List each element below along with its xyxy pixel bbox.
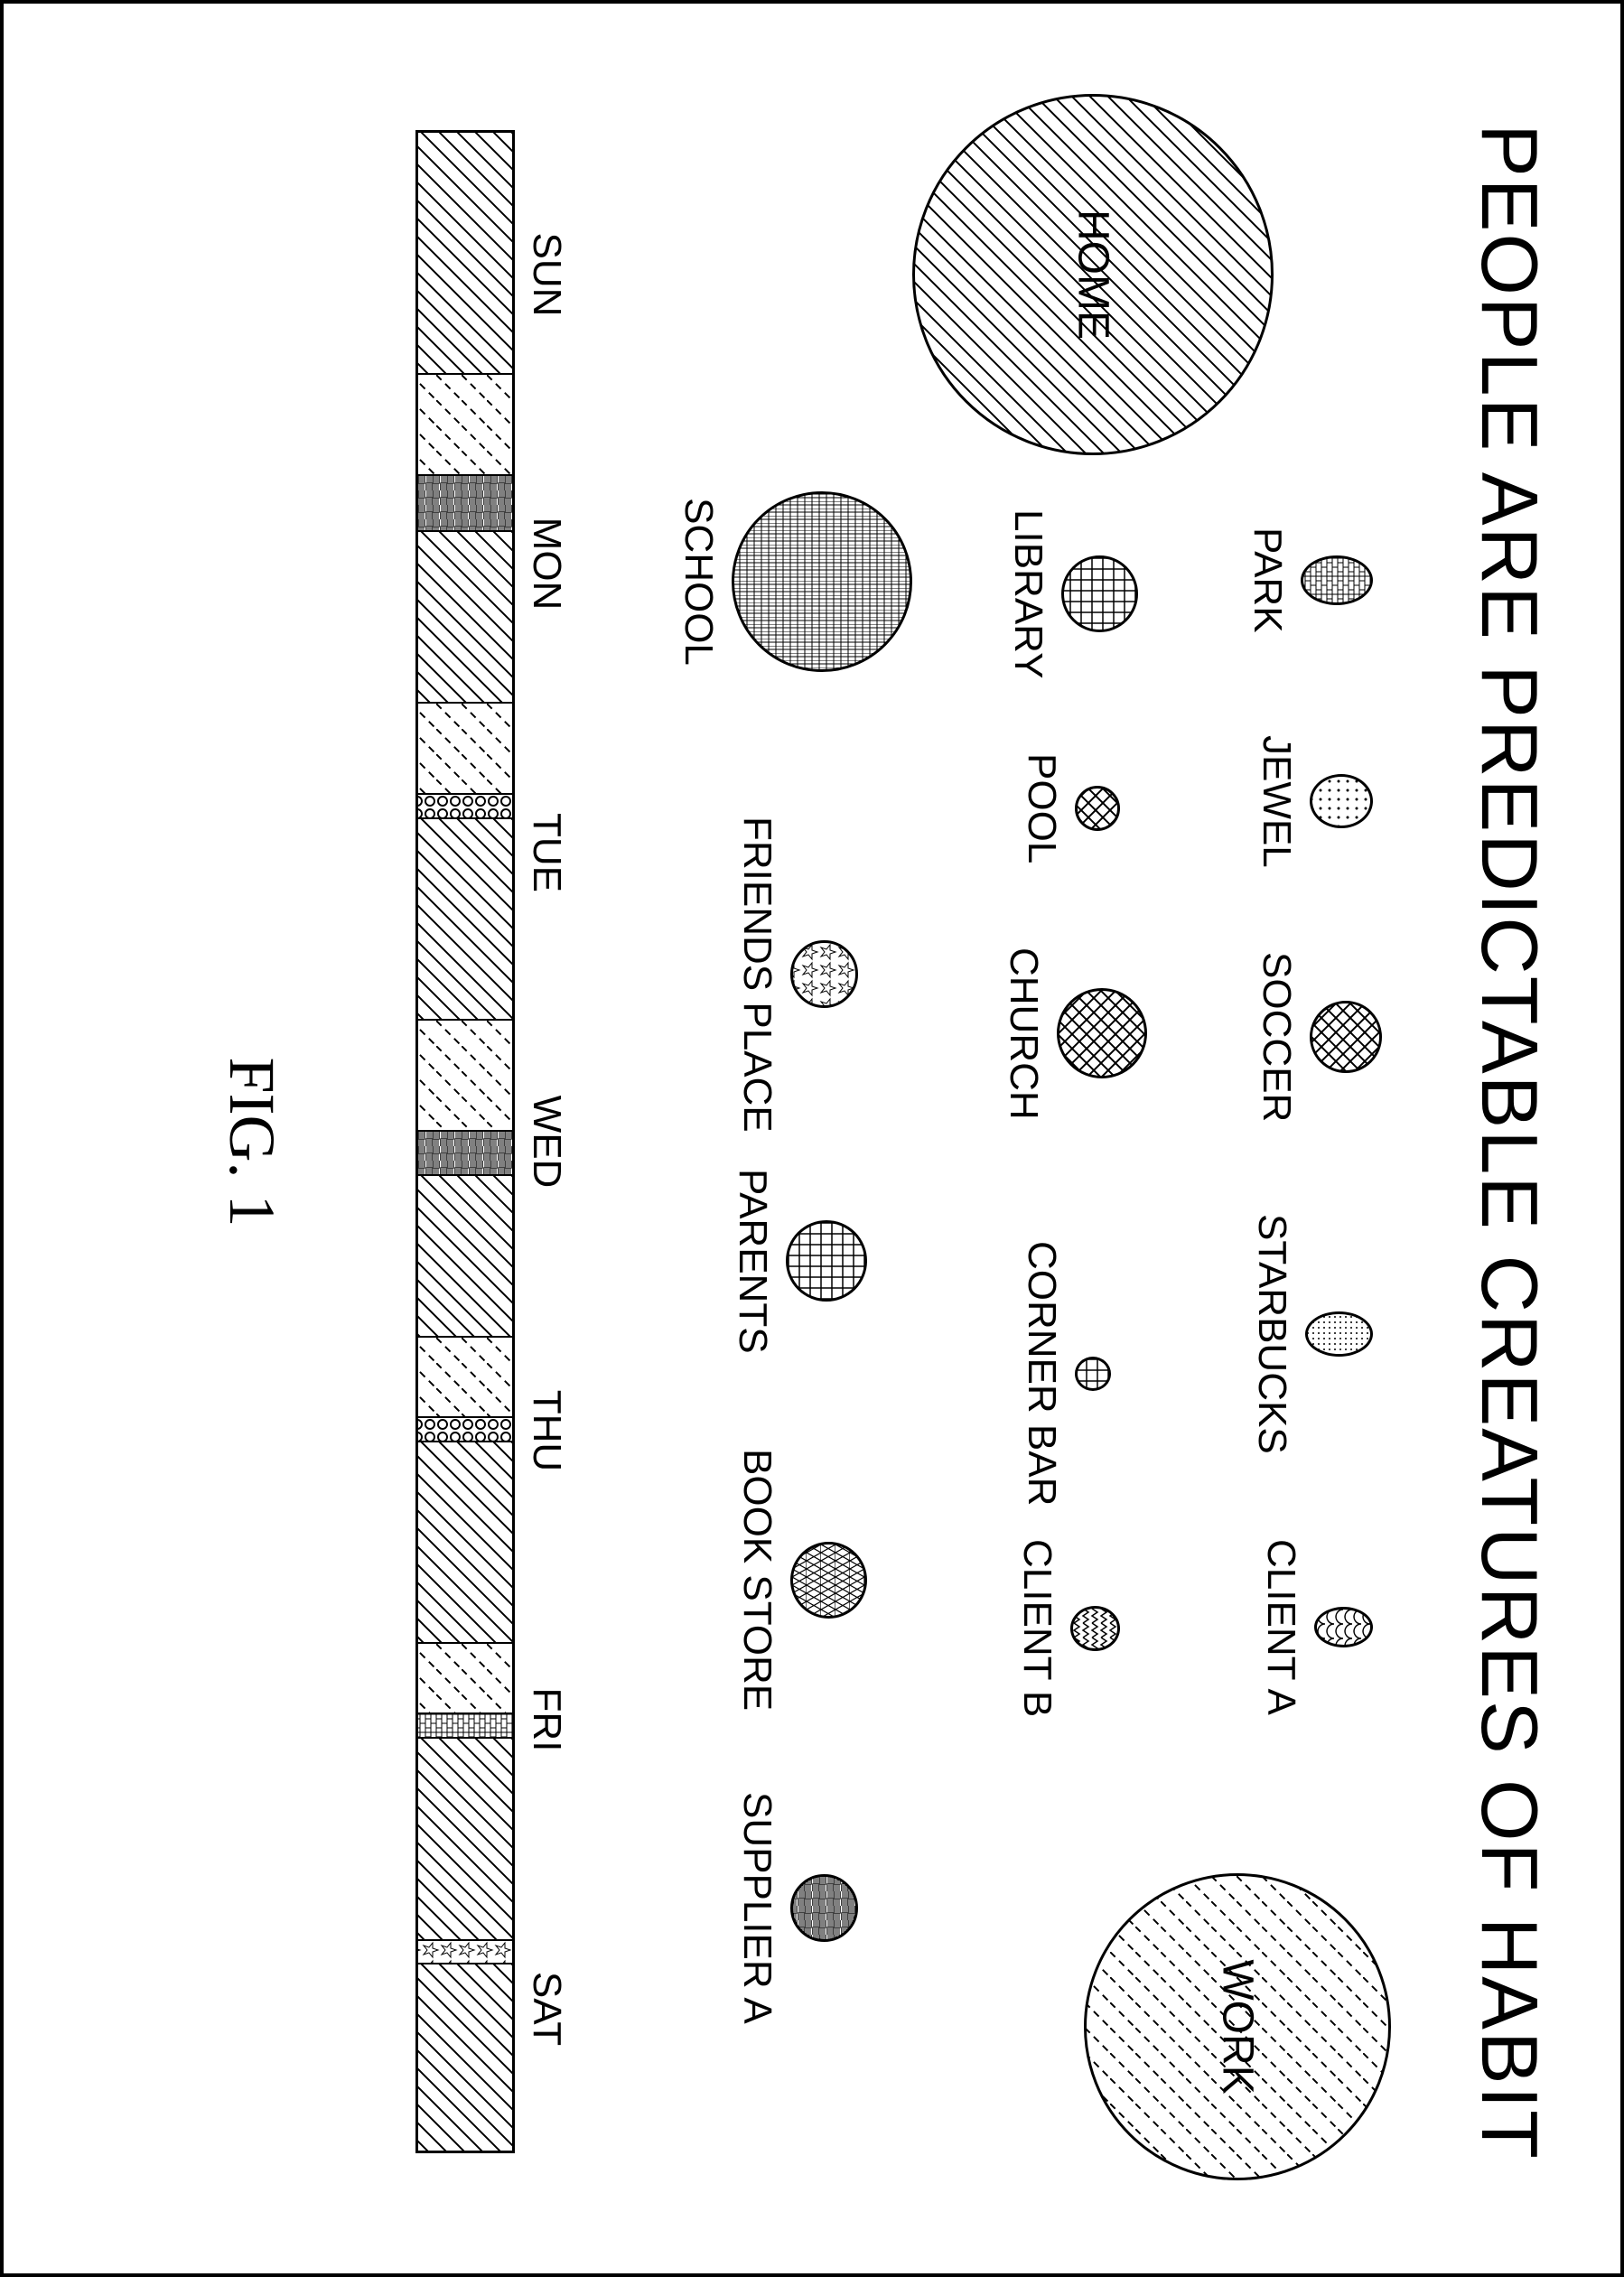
bubble-label-park: PARK xyxy=(1245,527,1290,633)
bubble-label-cornerbar: CORNER BAR xyxy=(1019,1241,1064,1506)
bubble-shape-jewel xyxy=(1310,774,1373,828)
timeline-segment xyxy=(418,1132,512,1176)
bubble-label-starbucks: STARBUCKS xyxy=(1249,1214,1294,1454)
timeline-segment xyxy=(418,1418,512,1442)
bubble-shape-parents xyxy=(786,1220,867,1302)
day-label-sat: SAT xyxy=(524,1864,569,2153)
bubble-shape-park xyxy=(1301,555,1373,605)
timeline-segment xyxy=(418,819,512,1021)
timeline-bar xyxy=(415,130,515,2153)
bubble-label-friends: FRIENDS PLACE xyxy=(734,817,779,1133)
timeline-segment xyxy=(418,1021,512,1132)
bubble-clientb: CLIENT B xyxy=(1014,1539,1120,1717)
timeline-segment xyxy=(418,133,512,375)
timeline-segment xyxy=(418,704,512,795)
bubble-starbucks: STARBUCKS xyxy=(1249,1214,1373,1454)
timeline-segment xyxy=(418,1338,512,1418)
bubble-label-school: SCHOOL xyxy=(676,498,721,666)
day-label-fri: FRI xyxy=(524,1575,569,1864)
timeline: SUNMONTUEWEDTHUFRISAT xyxy=(415,130,569,2153)
bubble-label-library: LIBRARY xyxy=(1005,509,1050,679)
day-labels-row: SUNMONTUEWEDTHUFRISAT xyxy=(524,130,569,2153)
bubble-school: SCHOOL xyxy=(676,491,912,672)
bubble-label-suppliera: SUPPLIER A xyxy=(734,1792,779,2024)
bubble-shape-bookstore xyxy=(790,1542,867,1619)
bubble-church: CHURCH xyxy=(1001,947,1147,1120)
bubble-label-home: HOME xyxy=(1069,210,1118,340)
bubble-shape-library xyxy=(1061,555,1138,632)
bubble-label-work: WORK xyxy=(1213,1959,1263,2094)
timeline-segment xyxy=(418,1644,512,1714)
timeline-segment xyxy=(418,1714,512,1739)
day-label-wed: WED xyxy=(524,997,569,1286)
bubble-friends: FRIENDS PLACE xyxy=(734,817,858,1133)
bubble-parents: PARENTS xyxy=(730,1169,867,1354)
day-label-tue: TUE xyxy=(524,708,569,997)
bubble-shape-pool xyxy=(1075,786,1120,831)
timeline-segment xyxy=(418,375,512,476)
bubble-home: HOME xyxy=(912,94,1274,455)
bubble-pool: POOL xyxy=(1019,753,1120,863)
bubble-label-jewel: JEWEL xyxy=(1254,735,1299,868)
figure-label: FIG. 1 xyxy=(214,58,289,2226)
timeline-segment xyxy=(418,1941,512,1965)
bubble-clienta: CLIENT A xyxy=(1258,1539,1373,1715)
bubble-jewel: JEWEL xyxy=(1254,735,1373,868)
bubble-shape-school xyxy=(732,491,912,672)
bubble-label-parents: PARENTS xyxy=(730,1169,775,1354)
day-label-sun: SUN xyxy=(524,130,569,419)
timeline-segment xyxy=(418,476,512,533)
bubble-shape-home: HOME xyxy=(912,94,1274,455)
bubble-shape-clienta xyxy=(1314,1607,1373,1647)
timeline-segment xyxy=(418,1442,512,1644)
timeline-segment xyxy=(418,1176,512,1338)
page-title: PEOPLE ARE PREDICTABLE CREATURES OF HABI… xyxy=(1463,58,1555,2226)
bubble-shape-clientb xyxy=(1070,1606,1120,1651)
timeline-segment xyxy=(418,1964,512,2151)
bubble-label-bookstore: BOOK STORE xyxy=(734,1449,779,1711)
bubble-shape-church xyxy=(1057,988,1147,1078)
bubble-shape-soccer xyxy=(1310,1001,1382,1073)
timeline-segment xyxy=(418,532,512,704)
bubble-label-pool: POOL xyxy=(1019,753,1064,863)
day-label-thu: THU xyxy=(524,1286,569,1575)
bubble-shape-work: WORK xyxy=(1084,1873,1391,2180)
bubble-label-soccer: SOCCER xyxy=(1254,952,1299,1122)
bubble-bookstore: BOOK STORE xyxy=(734,1449,867,1711)
bubble-park: PARK xyxy=(1245,527,1373,633)
day-label-mon: MON xyxy=(524,419,569,708)
timeline-segment xyxy=(418,1739,512,1940)
bubble-label-church: CHURCH xyxy=(1001,947,1046,1120)
bubble-shape-friends xyxy=(790,940,858,1008)
bubbles-area: HOME WORK PARK JEWEL SOCCER STARBUCKS CLIENT A… xyxy=(605,58,1418,2226)
bubble-work: WORK xyxy=(1084,1873,1391,2180)
bubble-label-clientb: CLIENT B xyxy=(1014,1539,1059,1717)
bubble-shape-starbucks xyxy=(1305,1311,1373,1357)
bubble-suppliera: SUPPLIER A xyxy=(734,1792,858,2024)
bubble-soccer: SOCCER xyxy=(1254,952,1382,1122)
bubble-cornerbar: CORNER BAR xyxy=(1019,1241,1111,1506)
bubble-shape-suppliera xyxy=(790,1874,858,1942)
timeline-segment xyxy=(418,795,512,819)
bubble-library: LIBRARY xyxy=(1005,509,1138,679)
bubble-label-clienta: CLIENT A xyxy=(1258,1539,1303,1715)
bubble-shape-cornerbar xyxy=(1075,1357,1111,1391)
